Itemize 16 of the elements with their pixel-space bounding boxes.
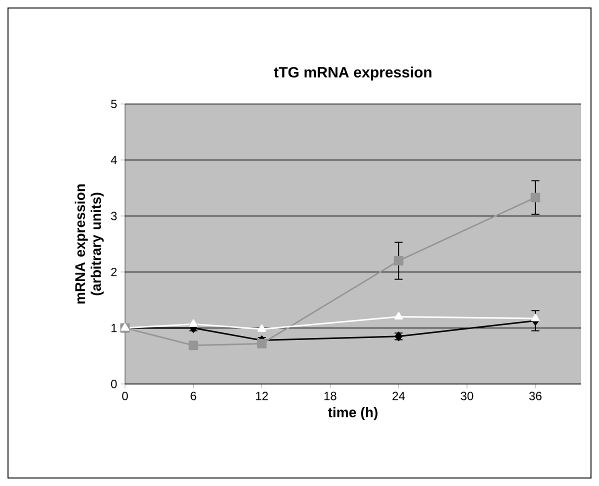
x-axis-title: time (h) (328, 407, 378, 420)
y-tick-label: 5 (111, 100, 117, 108)
y-tick-label: 3 (111, 212, 117, 220)
y-tick-label: 4 (110, 156, 117, 164)
x-tick-label: 6 (190, 392, 196, 400)
y-tick-label: 0 (111, 380, 117, 388)
chart-title: tTG mRNA expression (274, 66, 432, 80)
y-axis-title: mRNA expression (arbitrary units) (74, 184, 104, 304)
x-tick-label: 12 (256, 392, 268, 400)
y-tick-label: 2 (111, 268, 117, 276)
x-tick-label: 36 (529, 392, 542, 400)
x-tick-label: 30 (460, 392, 474, 400)
y-tick-label: 1 (111, 324, 117, 332)
x-tick-label: 24 (392, 392, 405, 400)
x-tick-label: 18 (324, 392, 336, 400)
x-tick-label: 0 (122, 392, 128, 400)
